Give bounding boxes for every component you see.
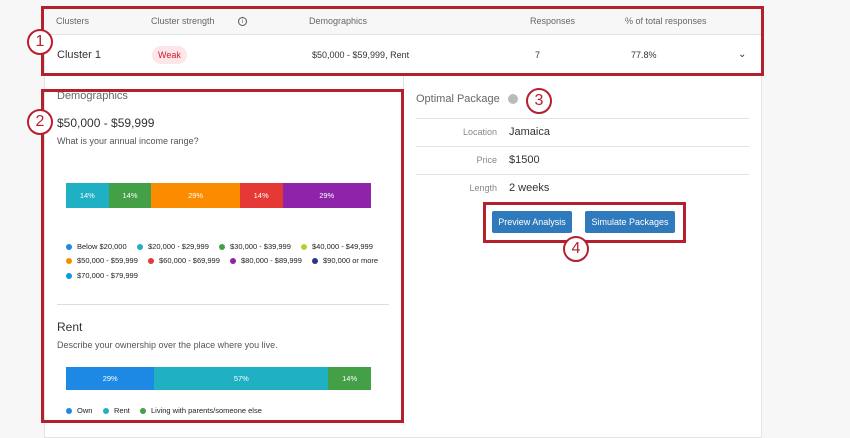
bar-segment: 57%	[154, 367, 329, 390]
legend-item: Rent	[103, 406, 130, 415]
col-clusters: Clusters	[56, 16, 90, 26]
legend-label: $20,000 - $29,999	[148, 242, 209, 251]
bar-segment: 14%	[239, 183, 283, 208]
income-bar: 14% 14% 29% 14% 29%	[66, 183, 371, 208]
callout-box-4	[483, 202, 686, 243]
col-responses: Responses	[530, 16, 576, 26]
package-title: Optimal Package	[416, 93, 500, 105]
legend-item: $30,000 - $39,999	[219, 242, 291, 251]
col-strength: Cluster strength	[151, 16, 215, 26]
divider	[416, 118, 749, 119]
legend-label: $90,000 or more	[323, 256, 379, 265]
legend-label: Own	[77, 406, 93, 415]
legend-dot-icon	[219, 244, 225, 251]
rent-bar: 29% 57% 14%	[66, 367, 371, 390]
bar-segment: 29%	[151, 183, 240, 208]
legend-dot-icon	[66, 244, 72, 251]
bar-segment: 14%	[66, 183, 109, 208]
chevron-down-icon[interactable]: ⌄	[738, 49, 747, 60]
legend-item: $90,000 or more	[312, 256, 378, 265]
col-percent: % of total responses	[625, 16, 707, 26]
legend-label: Rent	[114, 406, 130, 415]
preview-analysis-button[interactable]: Preview Analysis	[492, 211, 572, 233]
callout-number: 1	[27, 29, 53, 55]
rent-heading: Rent	[57, 320, 83, 334]
legend-item: $50,000 - $59,999	[66, 256, 138, 265]
legend-item: $60,000 - $69,999	[148, 256, 220, 265]
bar-segment: 14%	[328, 367, 371, 390]
legend-label: Living with parents/someone else	[151, 406, 262, 415]
simulate-packages-button[interactable]: Simulate Packages	[585, 211, 675, 233]
col-demographics: Demographics	[309, 16, 368, 26]
callout-box-1	[41, 6, 764, 76]
income-heading: $50,000 - $59,999	[57, 116, 155, 130]
cluster-name: Cluster 1	[57, 49, 102, 61]
percent-value: 77.8%	[631, 50, 657, 60]
legend-label: $50,000 - $59,999	[77, 256, 138, 265]
info-icon[interactable]: i	[238, 17, 247, 26]
table-row[interactable]: Cluster 1 Weak $50,000 - $59,999, Rent 7…	[44, 35, 762, 75]
legend-label: $30,000 - $39,999	[230, 242, 291, 251]
callout-box-2	[41, 89, 404, 423]
legend-label: $80,000 - $89,999	[241, 256, 302, 265]
legend-dot-icon	[66, 258, 72, 265]
legend-item: $70,000 - $79,999	[66, 271, 138, 280]
legend-dot-icon	[140, 408, 146, 415]
legend-item: $20,000 - $29,999	[137, 242, 209, 251]
legend-dot-icon	[312, 258, 318, 265]
rent-question: Describe your ownership over the place w…	[57, 340, 278, 350]
package-row-length: Length 2 weeks	[469, 182, 550, 194]
legend-item: $80,000 - $89,999	[230, 256, 302, 265]
divider	[57, 304, 389, 305]
package-row-location: Location Jamaica	[416, 119, 749, 147]
table-header: Clusters Cluster strength i Demographics…	[44, 8, 762, 35]
legend-dot-icon	[103, 408, 109, 415]
callout-number: 3	[526, 88, 552, 114]
legend-item: Own	[66, 406, 92, 415]
legend-label: $60,000 - $69,999	[159, 256, 220, 265]
legend-dot-icon	[148, 258, 154, 265]
bar-segment: 14%	[108, 183, 152, 208]
legend-item: $40,000 - $49,999	[301, 242, 373, 251]
income-question: What is your annual income range?	[57, 136, 199, 146]
legend-dot-icon	[230, 258, 236, 265]
status-badge: Weak	[152, 46, 187, 64]
legend-label: $70,000 - $79,999	[77, 271, 138, 280]
info-icon[interactable]	[508, 94, 518, 104]
legend-item: Living with parents/someone else	[140, 406, 262, 415]
legend-dot-icon	[301, 244, 307, 251]
legend-label: Below $20,000	[77, 242, 127, 251]
package-row-price: Price $1500	[416, 147, 749, 175]
legend-label: $40,000 - $49,999	[312, 242, 373, 251]
demographics-title: Demographics	[57, 90, 128, 102]
legend-dot-icon	[66, 408, 72, 415]
responses-value: 7	[535, 50, 541, 60]
callout-number: 2	[27, 109, 53, 135]
legend-dot-icon	[66, 273, 72, 280]
bar-segment: 29%	[66, 367, 155, 390]
callout-number: 4	[563, 236, 589, 262]
demographics-value: $50,000 - $59,999, Rent	[312, 50, 410, 60]
legend-item: Below $20,000	[66, 242, 127, 251]
bar-segment: 29%	[282, 183, 371, 208]
legend-dot-icon	[137, 244, 143, 251]
